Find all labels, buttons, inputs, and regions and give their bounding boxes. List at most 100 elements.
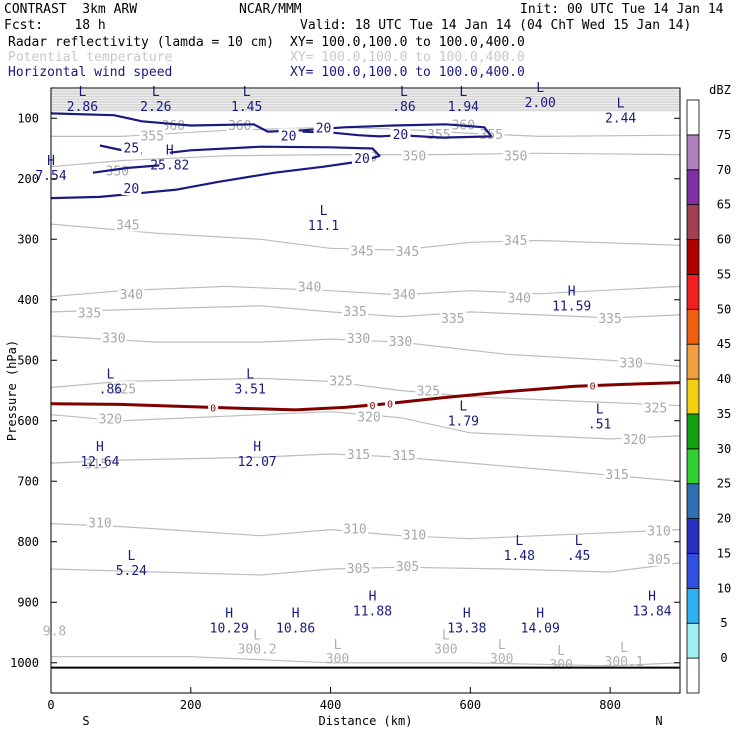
theta-contour-label: 320 bbox=[623, 433, 646, 448]
theta-contour-label: 320 bbox=[357, 411, 380, 426]
wind-extremum-value: 2.86 bbox=[67, 100, 98, 115]
colorbar-tick-label: 60 bbox=[717, 233, 731, 247]
theta-contour-label: 310 bbox=[88, 517, 111, 532]
theta-label-bg bbox=[621, 432, 648, 447]
wind-extremum-marker: L bbox=[127, 549, 135, 564]
theta-label-bg bbox=[345, 560, 372, 575]
theta-contour-label: 335 bbox=[441, 312, 464, 327]
theta-contour-label: 350 bbox=[106, 164, 129, 179]
colorbar-cell bbox=[686, 239, 700, 275]
wind-extremum-marker: H bbox=[648, 589, 656, 604]
field-name-theta: Potential temperature bbox=[8, 50, 173, 65]
theta-contour-label: 315 bbox=[347, 448, 370, 463]
theta-contour-325 bbox=[51, 377, 680, 407]
colorbar-tick-label: 25 bbox=[717, 477, 731, 491]
colorbar-cell bbox=[686, 622, 700, 659]
theta-contour-label: 315 bbox=[392, 449, 415, 464]
theta-contour-label: 340 bbox=[298, 281, 321, 296]
theta-label-bg bbox=[394, 559, 421, 574]
theta-contour-label: 330 bbox=[389, 335, 412, 350]
colorbar-cell bbox=[686, 448, 700, 485]
wind-label-bg bbox=[352, 150, 373, 165]
theta-label-bg bbox=[328, 373, 355, 388]
colorbar-cell bbox=[686, 204, 700, 240]
colorbar-unit: dBZ bbox=[709, 83, 731, 97]
x-tick-label: 600 bbox=[459, 698, 481, 712]
x-endpoint-north: N bbox=[655, 714, 662, 728]
y-tick-label: 300 bbox=[17, 232, 39, 246]
theta-contour-label: 345 bbox=[116, 218, 139, 233]
freezing-level-label: 0 bbox=[369, 401, 375, 412]
theta-extremum-value: 300 bbox=[326, 652, 349, 667]
theta-label-bg bbox=[646, 523, 673, 538]
theta-extremum-value: 300 bbox=[434, 643, 457, 658]
theta-extremum-marker: L bbox=[253, 629, 261, 644]
colorbar-cell bbox=[686, 483, 700, 519]
theta-extremum-marker: L bbox=[498, 638, 506, 653]
theta-label-bg bbox=[618, 355, 645, 370]
theta-label-bg bbox=[345, 331, 372, 346]
theta-label-bg bbox=[349, 243, 376, 258]
y-axis-label: Pressure (hPa) bbox=[5, 340, 19, 441]
theta-contour-label: 320 bbox=[99, 413, 122, 428]
wind-extremum-marker: L bbox=[246, 367, 254, 382]
colorbar-cell bbox=[686, 518, 700, 554]
theta-extremum-value: 300 bbox=[490, 652, 513, 667]
theta-contour-label: 360 bbox=[228, 119, 251, 134]
y-tick-label: 600 bbox=[17, 414, 39, 428]
theta-contour-label: 310 bbox=[343, 523, 366, 538]
theta-extremum-marker: L bbox=[442, 629, 450, 644]
field-name-wind: Horizontal wind speed bbox=[8, 65, 173, 80]
wind-contour-label: 20 bbox=[124, 182, 140, 197]
plot-frame bbox=[50, 87, 681, 694]
wind-extremum-value: 2.00 bbox=[525, 96, 556, 111]
theta-label-bg bbox=[100, 330, 127, 345]
colorbar-tick-label: 65 bbox=[717, 198, 731, 212]
colorbar-tick-label: 35 bbox=[717, 407, 731, 421]
theta-label-bg bbox=[114, 217, 141, 232]
y-tick-label: 1000 bbox=[10, 656, 39, 670]
wind-extremum-marker: H bbox=[166, 144, 174, 159]
wind-extremum-value: 11.59 bbox=[552, 300, 591, 315]
colorbar-tick-label: 70 bbox=[717, 163, 731, 177]
theta-label-bg bbox=[111, 381, 138, 396]
theta-contour-label: 335 bbox=[598, 312, 621, 327]
wind-extremum-value: 1.45 bbox=[231, 100, 262, 115]
theta-contour-label: 310 bbox=[403, 529, 426, 544]
theta-extremum-marker: L bbox=[557, 644, 565, 659]
wind-extremum-marker: H bbox=[536, 606, 544, 621]
theta-label-bg bbox=[642, 400, 669, 415]
theta-contour-label: 345 bbox=[504, 234, 527, 249]
wind-extremum-value: 13.38 bbox=[447, 621, 486, 636]
theta-contour-label: 325 bbox=[417, 385, 440, 400]
colorbar-tick-label: 50 bbox=[717, 302, 731, 316]
wind-label-bg bbox=[390, 127, 411, 142]
y-tick-label: 500 bbox=[17, 353, 39, 367]
theta-contour-label: 325 bbox=[644, 402, 667, 417]
x-tick-label: 0 bbox=[47, 698, 54, 712]
field-xy-theta: XY= 100.0,100.0 to 100.0,400.0 bbox=[290, 50, 525, 65]
theta-extremum-value: 300.1 bbox=[605, 655, 644, 670]
theta-contour-label: 305 bbox=[396, 560, 419, 575]
colorbar-cell bbox=[686, 343, 700, 380]
theta-label-bg bbox=[604, 467, 631, 482]
theta-contour-340 bbox=[51, 285, 680, 298]
theta-contour-label: 335 bbox=[78, 307, 101, 322]
theta-extremum-value: 300 bbox=[549, 658, 572, 673]
colorbar-cell bbox=[686, 169, 700, 206]
y-tick-label: 200 bbox=[17, 172, 39, 186]
theta-contour-label: 330 bbox=[347, 332, 370, 347]
wind-extremum-marker: L bbox=[459, 85, 467, 100]
wind-label-bg bbox=[121, 181, 142, 196]
theta-extremum-marker: L bbox=[620, 641, 628, 656]
wind-extremum-marker: L bbox=[106, 367, 114, 382]
theta-label-bg bbox=[478, 127, 505, 142]
x-tick-label: 400 bbox=[320, 698, 342, 712]
wind-extremum-marker: L bbox=[596, 402, 604, 417]
theta-contour-300 bbox=[51, 656, 680, 667]
colorbar-cell bbox=[686, 553, 700, 589]
theta-label-bg bbox=[506, 290, 533, 305]
theta-extremum-marker: L bbox=[334, 638, 342, 653]
wind-extremum-value: 12.07 bbox=[238, 455, 277, 470]
theta-contour-label: 345 bbox=[350, 244, 373, 259]
